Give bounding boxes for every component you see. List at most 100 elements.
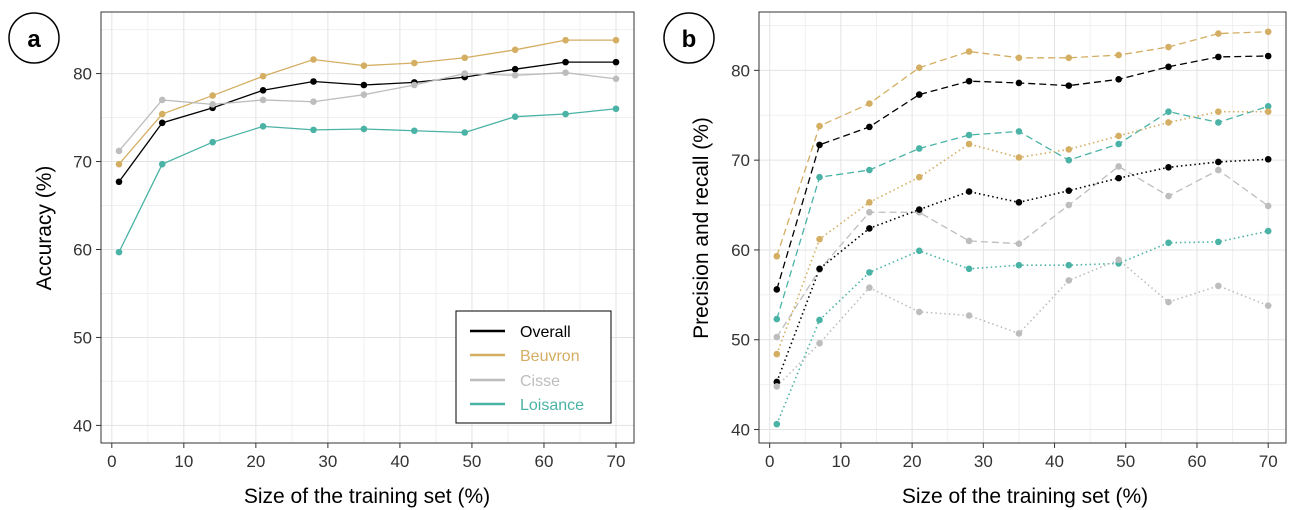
x-tick-label: 0 bbox=[765, 452, 774, 471]
plot-frame-a bbox=[100, 11, 635, 444]
data-point-loisance bbox=[115, 248, 123, 256]
data-point-beuvron bbox=[1065, 146, 1073, 153]
data-point-overall bbox=[511, 65, 519, 73]
data-point-loisance bbox=[209, 138, 216, 146]
data-point-beuvron bbox=[1165, 119, 1172, 126]
data-point-cisse bbox=[816, 340, 823, 347]
data-point-cisse bbox=[915, 308, 923, 316]
data-point-overall bbox=[158, 119, 166, 127]
data-point-overall bbox=[1165, 164, 1172, 171]
data-point-overall bbox=[965, 77, 973, 85]
data-point-beuvron bbox=[1015, 54, 1023, 62]
data-point-loisance bbox=[1165, 108, 1172, 115]
data-point-cisse bbox=[1065, 201, 1073, 209]
x-tick-label: 20 bbox=[903, 452, 922, 471]
data-point-loisance bbox=[1165, 239, 1172, 247]
x-tick-label: 60 bbox=[535, 452, 554, 471]
data-point-beuvron bbox=[209, 92, 216, 99]
data-point-cisse bbox=[310, 98, 317, 106]
series-line-loisance-dashed bbox=[776, 105, 1269, 320]
y-tick-label: 70 bbox=[73, 153, 92, 172]
data-point-cisse bbox=[773, 383, 781, 390]
y-tick-label: 70 bbox=[731, 151, 750, 170]
data-point-overall bbox=[915, 206, 923, 213]
y-ticks-b: 40 50 60 70 80 bbox=[731, 61, 759, 440]
y-tick-label: 80 bbox=[731, 61, 750, 80]
data-point-overall bbox=[1065, 187, 1073, 194]
data-point-beuvron bbox=[1215, 30, 1222, 37]
data-point-overall bbox=[773, 286, 781, 293]
data-point-cisse bbox=[115, 147, 123, 155]
series-line-cisse-dashed bbox=[776, 165, 1269, 338]
data-point-loisance bbox=[310, 126, 317, 134]
y-tick-label: 50 bbox=[731, 331, 750, 350]
data-point-cisse bbox=[411, 81, 418, 89]
data-point-cisse bbox=[1115, 256, 1122, 264]
data-point-overall bbox=[1065, 82, 1073, 89]
data-point-cisse bbox=[209, 101, 216, 108]
data-point-beuvron bbox=[915, 173, 923, 181]
legend-label-beuvron: Beuvron bbox=[520, 348, 580, 365]
series-line-loisance-dotted bbox=[776, 230, 1269, 425]
panel-label-a: a bbox=[27, 26, 41, 53]
y-tick-label: 40 bbox=[73, 416, 92, 435]
data-point-beuvron bbox=[773, 350, 781, 358]
x-tick-label: 70 bbox=[1259, 452, 1278, 471]
series-line-loisance-solid bbox=[118, 108, 617, 253]
data-point-beuvron bbox=[1215, 108, 1222, 115]
panel-label-circle-a bbox=[8, 12, 60, 64]
data-point-loisance bbox=[259, 123, 267, 130]
data-point-overall bbox=[1165, 63, 1172, 71]
plot-frame-b bbox=[758, 11, 1287, 444]
data-point-loisance bbox=[562, 110, 569, 118]
lines-a bbox=[118, 39, 617, 253]
data-point-beuvron bbox=[259, 72, 267, 80]
data-point-overall bbox=[1264, 52, 1272, 60]
x-tick-label: 0 bbox=[107, 452, 116, 471]
data-point-beuvron bbox=[1115, 51, 1122, 59]
data-point-loisance bbox=[1115, 140, 1122, 148]
data-point-loisance bbox=[816, 316, 823, 324]
data-point-beuvron bbox=[115, 160, 123, 168]
data-point-loisance bbox=[816, 173, 823, 181]
data-point-overall bbox=[1115, 174, 1122, 182]
data-point-loisance bbox=[965, 265, 973, 273]
data-point-overall bbox=[816, 265, 823, 273]
x-tick-label: 20 bbox=[246, 452, 265, 471]
y-axis-title-a: Accuracy (%) bbox=[33, 166, 56, 291]
data-point-overall bbox=[1264, 155, 1272, 163]
y-ticks-a: 40 50 60 70 80 bbox=[73, 65, 101, 435]
data-point-cisse bbox=[612, 75, 620, 83]
data-point-loisance bbox=[1065, 156, 1073, 164]
series-line-overall-solid bbox=[118, 61, 616, 183]
grid-b bbox=[759, 12, 1286, 443]
x-tick-label: 10 bbox=[831, 452, 850, 471]
data-point-cisse bbox=[1215, 166, 1222, 174]
data-point-cisse bbox=[1015, 330, 1023, 337]
data-point-beuvron bbox=[511, 46, 519, 54]
panel-a: a 0 10 20 30 40 50 60 70 40 50 60 70 80 Size of the… bbox=[8, 11, 635, 508]
data-point-loisance bbox=[915, 247, 923, 255]
y-tick-label: 60 bbox=[731, 241, 750, 260]
data-point-beuvron bbox=[1264, 28, 1272, 36]
data-point-beuvron bbox=[562, 36, 569, 44]
legend-label-overall: Overall bbox=[520, 324, 571, 341]
data-point-loisance bbox=[1264, 227, 1272, 235]
data-point-loisance bbox=[1015, 261, 1023, 269]
data-point-overall bbox=[965, 188, 973, 195]
y-axis-title-b: Precision and recall (%) bbox=[690, 117, 713, 339]
x-ticks-a: 0 10 20 30 40 50 60 70 bbox=[107, 443, 625, 471]
data-point-beuvron bbox=[1264, 108, 1272, 115]
data-point-beuvron bbox=[612, 36, 620, 44]
x-axis-title-b: Size of the training set (%) bbox=[902, 485, 1148, 508]
data-point-loisance bbox=[1065, 261, 1073, 269]
data-point-loisance bbox=[461, 129, 469, 136]
data-point-loisance bbox=[1215, 119, 1222, 126]
x-tick-label: 40 bbox=[1045, 452, 1064, 471]
x-tick-label: 40 bbox=[390, 452, 409, 471]
x-tick-label: 50 bbox=[1116, 452, 1135, 471]
data-point-loisance bbox=[360, 125, 368, 133]
data-point-beuvron bbox=[360, 62, 368, 69]
data-point-loisance bbox=[158, 160, 166, 168]
